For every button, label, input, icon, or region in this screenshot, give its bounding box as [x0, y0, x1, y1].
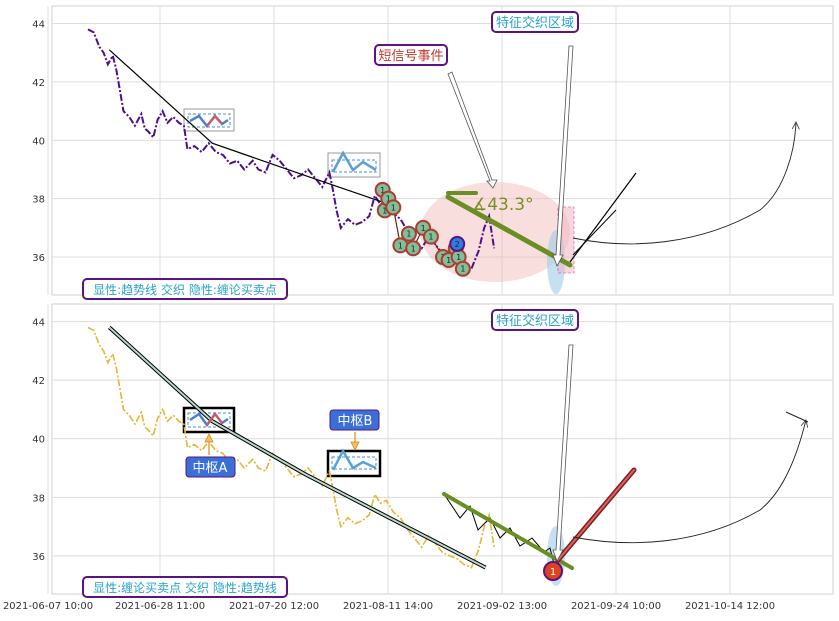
top-feature-zone-label: 特征交织区域	[496, 15, 574, 31]
bottom-legend-box	[82, 576, 288, 598]
bottom-bsp-label: 1	[550, 567, 556, 578]
top-hollow-arrow-short	[447, 71, 498, 189]
top-box-b-inner	[331, 159, 377, 173]
top-bsp-marker	[449, 235, 466, 252]
top-ytick-label: 44	[32, 20, 45, 31]
short-signal-badge	[374, 44, 448, 66]
top-box-a-inner	[187, 113, 231, 128]
top-price-series	[87, 28, 496, 271]
top-bsp-label: 1	[460, 265, 465, 274]
top-olive-trendline	[445, 194, 573, 268]
bottom-center-a-zigzag-red	[206, 412, 223, 426]
short-signal-label: 短信号事件	[378, 49, 443, 64]
x-tick-label: 2021-06-28 11:00	[115, 601, 205, 612]
bottom-legend-text: 显性:缠论买卖点 交织 隐性:趋势线	[93, 580, 277, 595]
top-bsp-label: 1	[406, 230, 411, 239]
top-bsp-label: 1	[398, 241, 403, 250]
bottom-center-b-zigzag	[331, 448, 377, 471]
top-bsp-label: 1	[386, 195, 391, 204]
center-a-label: 中枢A	[193, 461, 228, 476]
x-axis: 2021-06-07 10:00 2021-06-28 11:00 2021-07-…	[3, 601, 775, 612]
bottom-price-series	[87, 325, 495, 570]
x-tick-label: 2021-10-14 12:00	[685, 601, 775, 612]
top-ytick-label: 42	[32, 78, 45, 89]
bottom-ytick-label: 38	[32, 493, 45, 504]
center-b-pill	[329, 409, 380, 431]
bottom-ytick-label: 36	[32, 552, 45, 563]
center-b-label: 中枢B	[338, 414, 373, 429]
top-bsp-label: 2	[455, 240, 460, 249]
top-angle-line	[569, 172, 637, 263]
top-bsp-label: 1	[411, 244, 416, 253]
top-bsp-marker	[385, 199, 402, 216]
bottom-hollow-arrow	[552, 344, 574, 562]
center-b-box	[326, 449, 382, 478]
top-feature-zone-badge	[491, 11, 579, 33]
top-box-b	[327, 152, 381, 178]
top-bsp-label: 1	[446, 256, 451, 265]
top-ytick-label: 40	[32, 136, 45, 147]
top-panel-frame	[51, 5, 834, 296]
bottom-ytick-label: 40	[32, 435, 45, 446]
bottom-arrow-curve	[572, 420, 806, 544]
top-bsp-label: 1	[382, 206, 387, 215]
bottom-panel-frame	[51, 303, 834, 595]
angle-label: ∡43.3°	[472, 195, 534, 215]
bottom-olive-trendline	[442, 492, 574, 570]
bottom-feature-zone-label: 特征交织区域	[496, 313, 574, 329]
top-ytick-label: 36	[32, 253, 45, 264]
top-ytick-label: 38	[32, 195, 45, 206]
top-legend-text: 显性:趋势线 交织 隐性:缠论买卖点	[93, 282, 277, 297]
bottom-arrow-head-bar	[785, 411, 809, 423]
bottom-ytick-label: 44	[32, 318, 45, 329]
top-bsp-label: 1	[428, 233, 433, 242]
top-box-a	[183, 108, 235, 132]
bottom-red-channel-inner	[557, 469, 635, 561]
top-bsp-marker	[400, 225, 417, 242]
x-tick-label: 2021-08-11 14:00	[343, 601, 433, 612]
top-hollow-arrow-long	[552, 45, 574, 267]
top-bsp-label: 1	[421, 224, 426, 233]
center-b-inner	[331, 456, 377, 470]
x-tick-label: 2021-09-02 13:00	[457, 601, 547, 612]
bottom-trend-outline	[107, 325, 487, 570]
top-bsp-marker	[454, 260, 471, 277]
x-tick-label: 2021-07-20 12:00	[229, 601, 319, 612]
top-buy-sell-points: 111111111111112	[374, 181, 471, 277]
center-a-pointer-head	[204, 433, 214, 443]
x-tick-label: 2021-06-07 10:00	[3, 601, 93, 612]
top-bsp-label: 1	[456, 253, 461, 262]
bottom-feature-zone-badge	[491, 309, 579, 331]
top-series-trend	[108, 49, 390, 206]
top-bsp-label: 1	[391, 203, 396, 212]
top-center-a-zigzag-red	[206, 114, 223, 127]
top-bsp-marker	[422, 228, 439, 245]
top-series-price	[87, 28, 496, 271]
center-a-pill	[185, 456, 236, 478]
bottom-ytick-label: 42	[32, 376, 45, 387]
top-bsp-marker	[405, 240, 422, 257]
bottom-grid: 36 38 40 42 44	[32, 304, 833, 594]
top-legend-box	[82, 278, 288, 300]
top-bsp-label: 1	[380, 186, 385, 195]
top-center-b-zigzag	[331, 150, 377, 173]
center-a-box	[182, 406, 236, 434]
center-b-pointer-head	[350, 441, 360, 451]
top-arrow-curve	[572, 122, 796, 245]
top-angle-line-2	[572, 209, 617, 256]
x-tick-label: 2021-09-24 10:00	[571, 601, 661, 612]
bottom-bsp-marker	[543, 561, 563, 581]
center-a-inner	[187, 412, 231, 428]
bottom-series-trend	[108, 326, 487, 569]
